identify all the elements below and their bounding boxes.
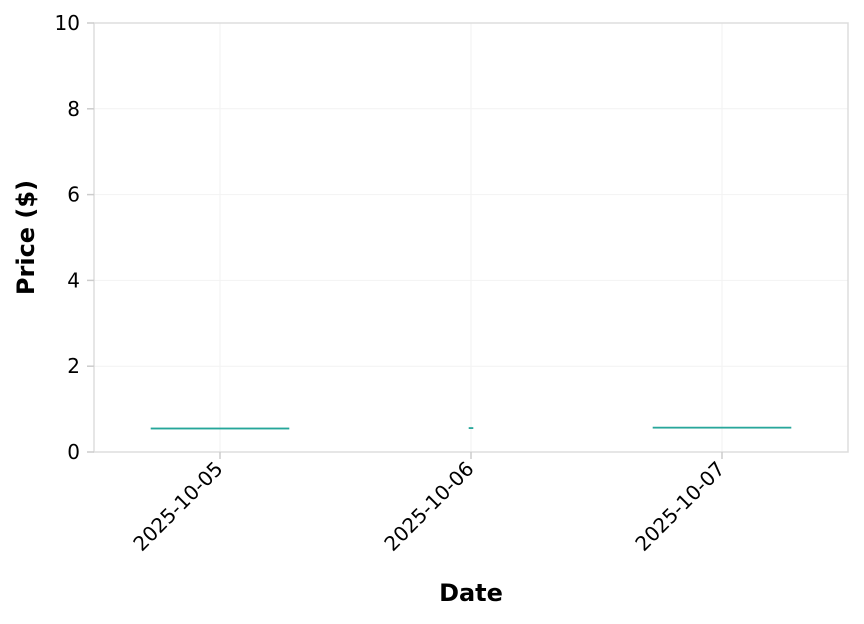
candles [150, 426, 792, 430]
x-axis-title: Date [439, 579, 503, 607]
y-axis-title: Price ($) [12, 180, 40, 295]
y-tick-label: 0 [67, 440, 80, 464]
candle-body [468, 427, 474, 429]
y-tick-label: 6 [67, 183, 80, 207]
y-tick-label: 4 [67, 268, 80, 292]
candle-body [652, 426, 792, 429]
y-axis: 0 2 4 6 8 10 [55, 11, 94, 464]
y-tick-label: 10 [55, 11, 80, 35]
y-tick-label: 2 [67, 354, 80, 378]
candle-body [150, 427, 290, 430]
y-tick-label: 8 [67, 97, 80, 121]
